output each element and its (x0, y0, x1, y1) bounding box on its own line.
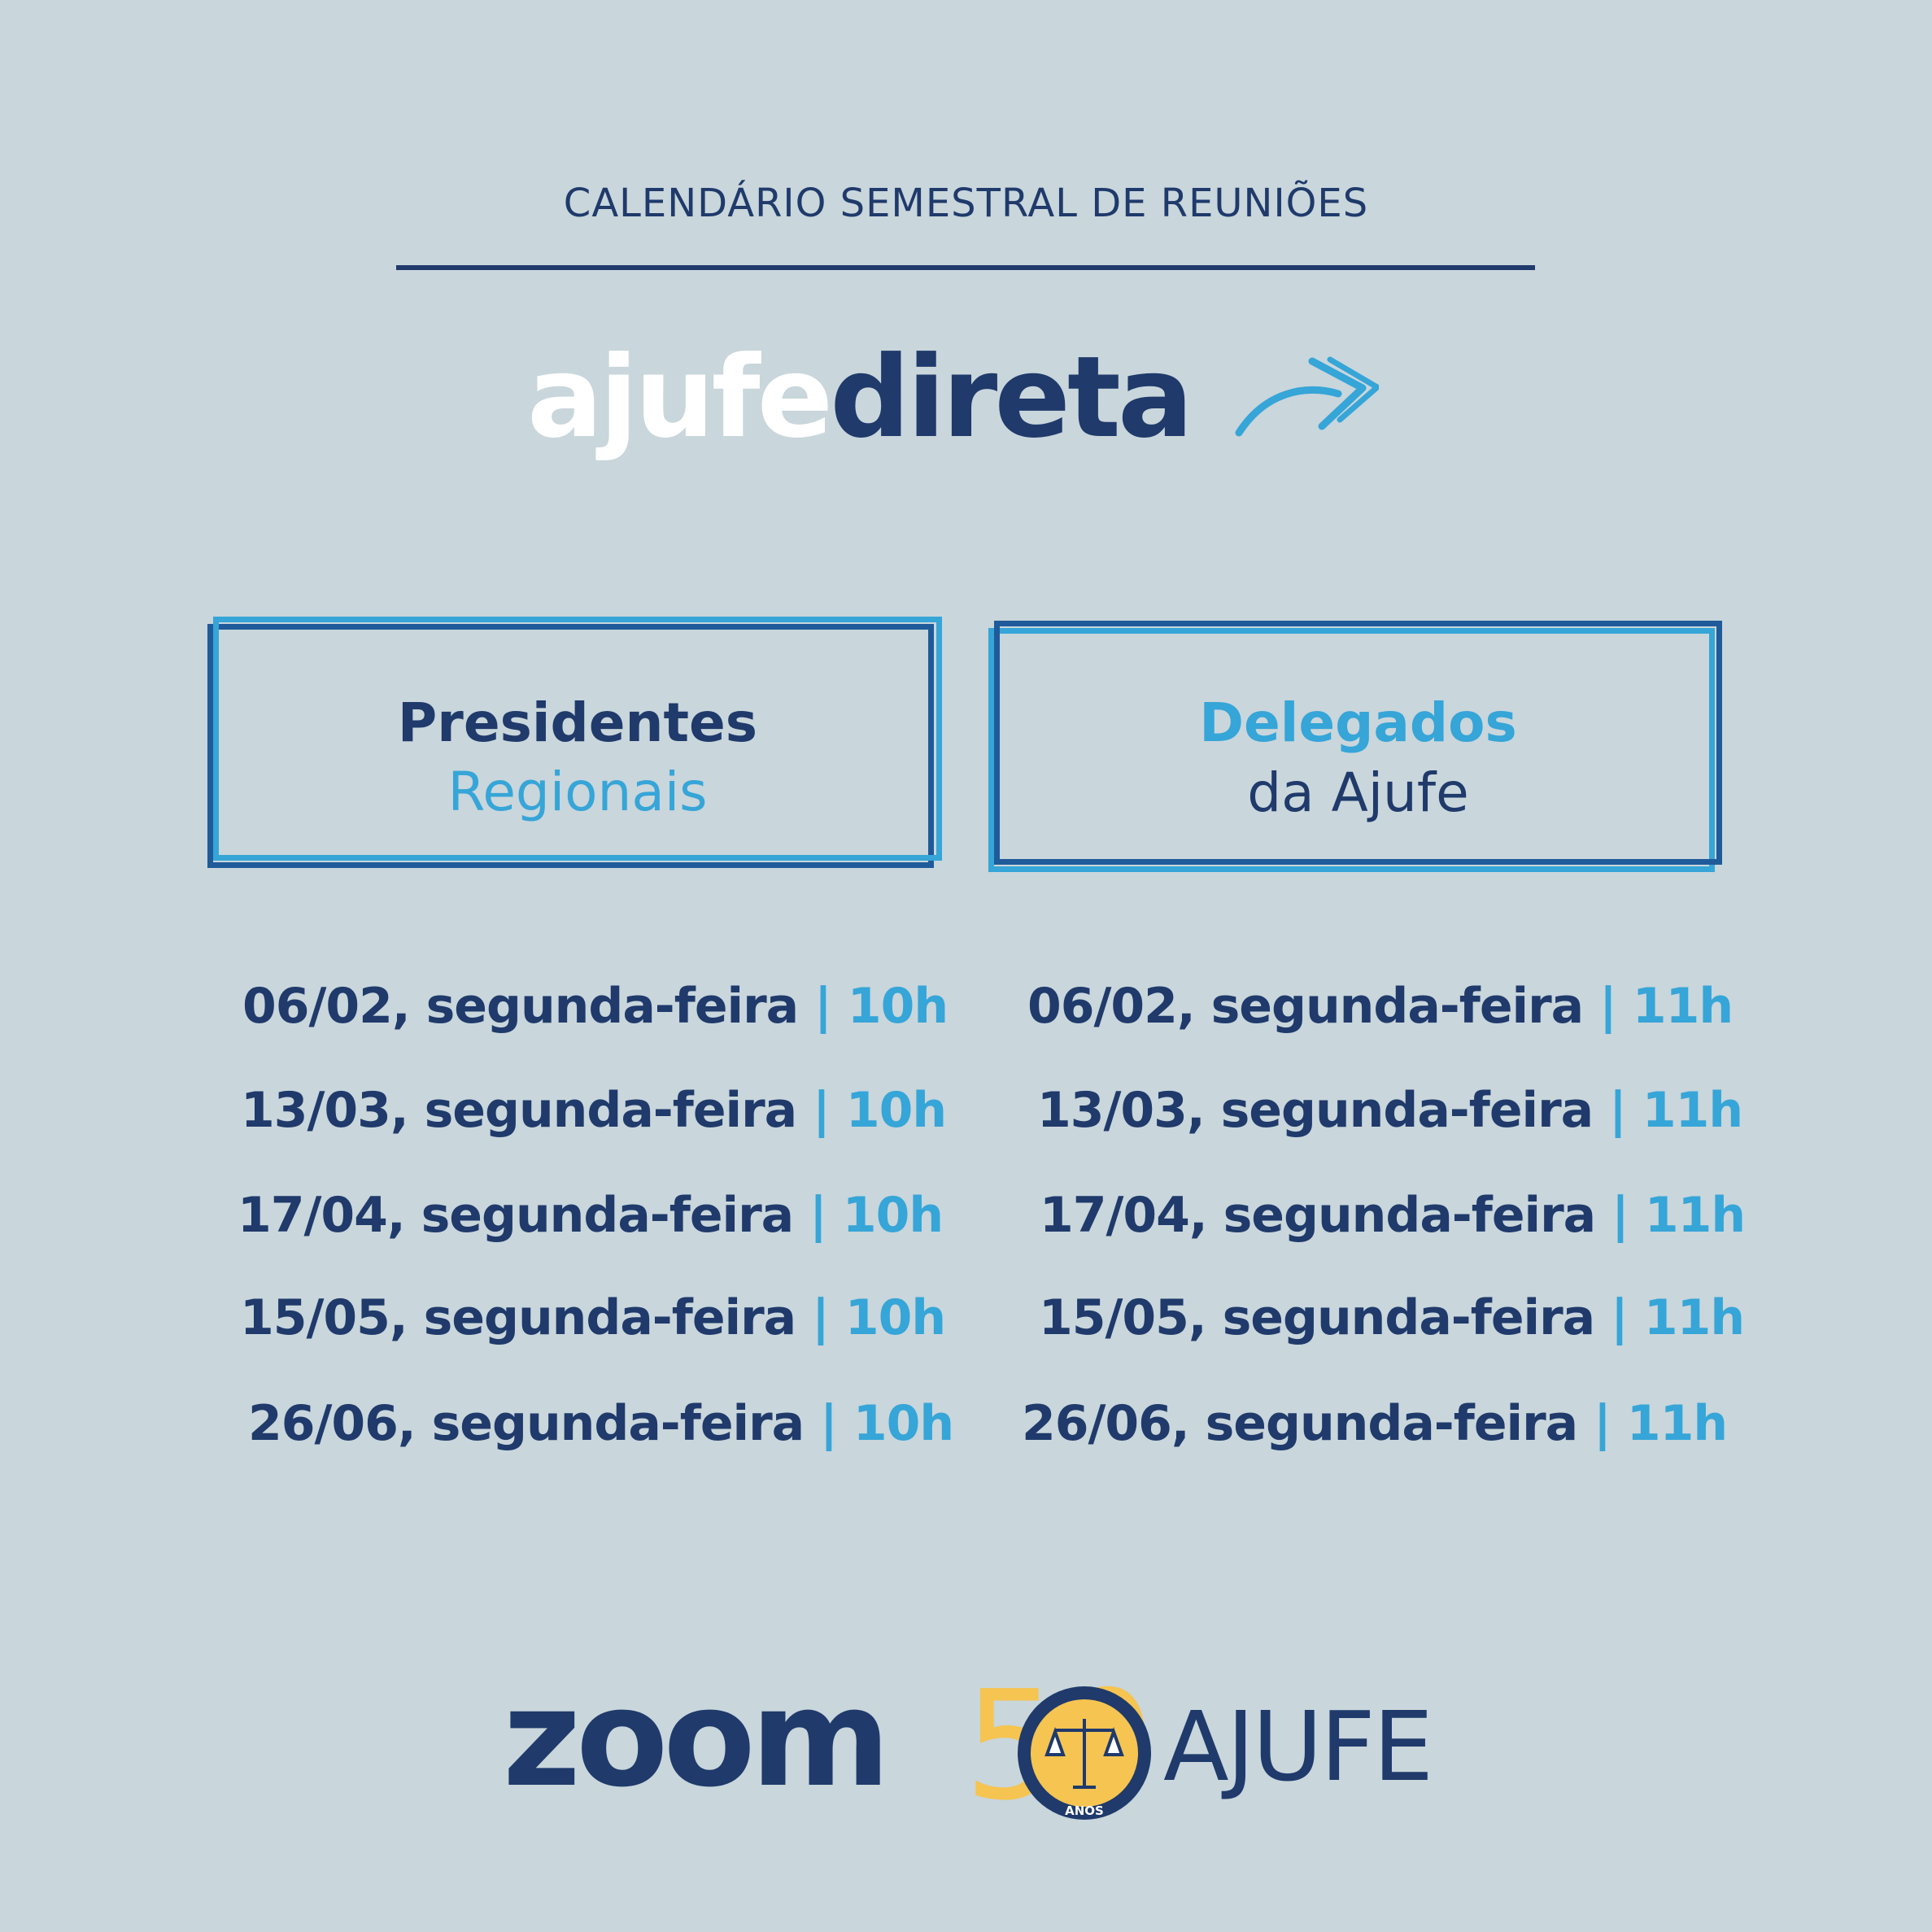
schedule-row: 26/06, segunda-feira | 11h (1022, 1395, 1728, 1452)
presidentes-title: Presidentes (397, 691, 758, 754)
row-time: | 10h (812, 1289, 946, 1346)
brand-logo-ajufedireta: ajufedireta (0, 342, 1932, 454)
ajufe-50-anos-seal: 50 ANOS (964, 1664, 1155, 1826)
column-header-presidentes-frame: Presidentes Regionais (213, 617, 942, 861)
column-header-delegados (988, 628, 1715, 872)
row-date: 15/05, segunda-feira (1039, 1289, 1595, 1346)
row-date: 06/02, segunda-feira (242, 978, 799, 1035)
row-time: | 10h (814, 978, 949, 1035)
row-date: 17/04, segunda-feira (238, 1187, 794, 1244)
calendar-kicker-title: CALENDÁRIO SEMESTRAL DE REUNIÕES (563, 181, 1369, 226)
row-time: | 10h (813, 1082, 947, 1139)
row-time: | 11h (1594, 1395, 1728, 1452)
row-time: | 11h (1611, 1187, 1746, 1244)
row-time: | 10h (820, 1395, 954, 1452)
forward-arrow-icon (1235, 356, 1379, 437)
row-date: 26/06, segunda-feira (248, 1395, 805, 1452)
row-date: 15/05, segunda-feira (240, 1289, 796, 1346)
schedule-row: 15/05, segunda-feira | 11h (1039, 1289, 1745, 1346)
header-divider (396, 265, 1535, 270)
brand-dark-word: direta (830, 332, 1193, 463)
schedule-row: 26/06, segunda-feira | 10h (248, 1395, 954, 1452)
column-header-presidentes (207, 624, 934, 868)
row-date: 13/03, segunda-feira (1037, 1082, 1594, 1139)
schedule-row: 13/03, segunda-feira | 11h (1037, 1082, 1743, 1139)
delegados-subtitle: da Ajufe (1247, 761, 1469, 824)
row-date: 06/02, segunda-feira (1027, 978, 1584, 1035)
brand-light-word: ajufe (526, 332, 833, 463)
row-date: 13/03, segunda-feira (241, 1082, 797, 1139)
row-time: | 10h (809, 1187, 944, 1244)
schedule-row: 06/02, segunda-feira | 10h (242, 978, 949, 1035)
row-time: | 11h (1599, 978, 1734, 1035)
schedule-row: 17/04, segunda-feira | 11h (1040, 1187, 1746, 1244)
column-header-delegados-frame: Delegados da Ajufe (994, 621, 1722, 865)
schedule-row: 13/03, segunda-feira | 10h (241, 1082, 947, 1139)
row-time: | 11h (1609, 1082, 1743, 1139)
schedule-row: 17/04, segunda-feira | 10h (238, 1187, 944, 1244)
schedule-row: 15/05, segunda-feira | 10h (240, 1289, 946, 1346)
row-time: | 11h (1611, 1289, 1745, 1346)
anniversary-label: ANOS (1065, 1803, 1104, 1818)
row-date: 26/06, segunda-feira (1022, 1395, 1578, 1452)
scales-of-justice-icon (1045, 1719, 1124, 1789)
row-date: 17/04, segunda-feira (1040, 1187, 1596, 1244)
zoom-logo: zoom (503, 1660, 891, 1816)
presidentes-subtitle: Regionais (447, 761, 708, 823)
ajufe-logo-wordmark: AJUFE (1163, 1690, 1433, 1803)
schedule-row: 06/02, segunda-feira | 11h (1027, 978, 1734, 1035)
delegados-title: Delegados (1199, 691, 1517, 754)
